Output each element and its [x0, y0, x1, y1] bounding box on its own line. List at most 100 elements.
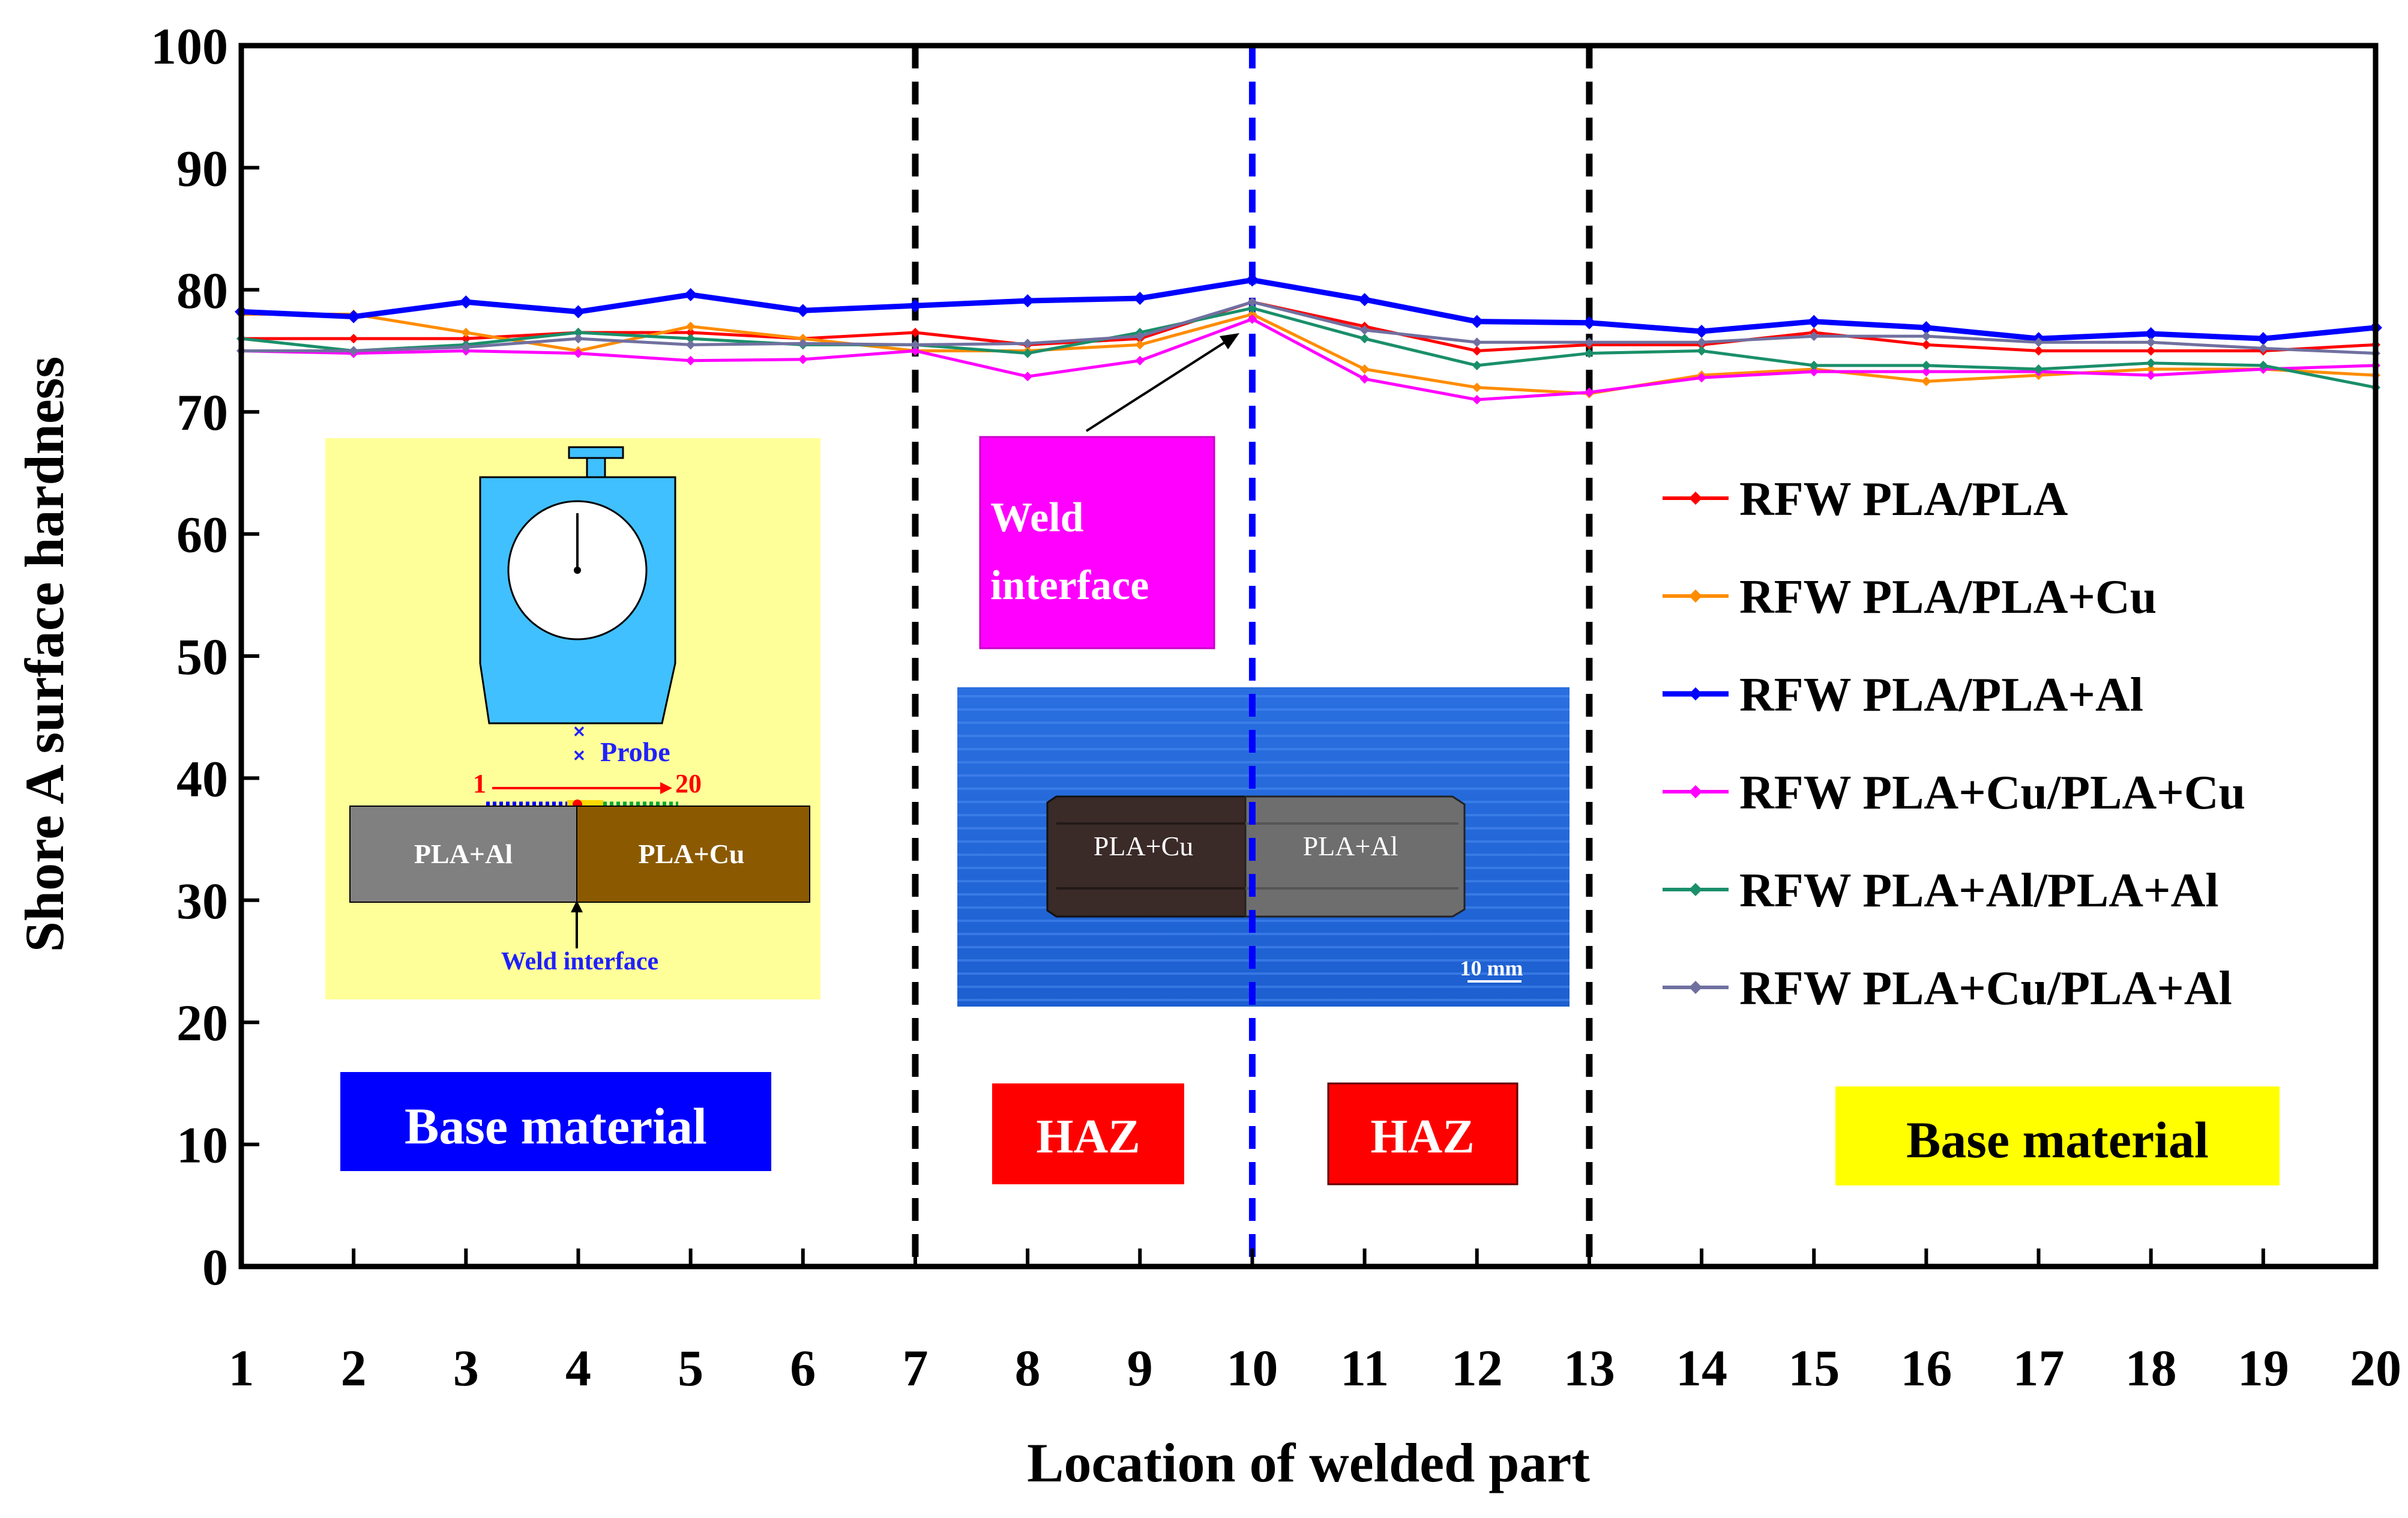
data-point	[1021, 294, 1035, 308]
data-point	[2256, 332, 2270, 346]
x-tick-label: 2	[341, 1339, 367, 1397]
svg-text:HAZ: HAZ	[1036, 1110, 1140, 1163]
data-point	[2146, 364, 2156, 375]
weld-interface-arrow	[1085, 334, 1238, 432]
y-tick-label: 40	[176, 750, 228, 807]
data-point	[1135, 340, 1145, 350]
data-point	[1809, 331, 1819, 342]
photo-scale-label: 10 mm	[1460, 956, 1523, 980]
probe-label: Probe	[600, 736, 670, 767]
data-point	[798, 334, 808, 344]
data-point	[349, 346, 359, 356]
data-point	[1809, 367, 1819, 377]
series-line	[241, 306, 2376, 389]
data-point	[573, 327, 583, 337]
data-point	[1247, 303, 1257, 313]
data-point	[1023, 339, 1033, 349]
data-point	[1584, 337, 1594, 348]
svg-text:Base material: Base material	[1906, 1111, 2209, 1169]
data-point	[1472, 394, 1482, 405]
data-point	[1919, 321, 1933, 334]
legend: RFW PLA/PLA RFW PLA/PLA+Cu RFW PLA/PLA+Al R…	[1663, 473, 2245, 1015]
data-point	[685, 321, 696, 331]
series-4	[236, 314, 2380, 405]
legend-item: RFW PLA/PLA+Al	[1663, 669, 2143, 721]
data-point	[910, 346, 920, 356]
data-point	[1807, 315, 1821, 328]
data-point	[1809, 360, 1819, 370]
x-tick-label: 16	[1900, 1339, 1952, 1397]
series-6	[236, 297, 2380, 358]
data-point	[461, 334, 471, 344]
annotation-haz-left: HAZ	[992, 1083, 1184, 1184]
legend-label: RFW PLA/PLA+Al	[1739, 669, 2143, 721]
series-line	[241, 312, 2376, 396]
point-start-label: 1	[473, 769, 486, 798]
photo-left-material: PLA+Cu	[1094, 831, 1194, 861]
data-point	[2146, 346, 2156, 356]
x-tick-label: 10	[1226, 1339, 1278, 1397]
annotation-base-left: Base material	[340, 1072, 771, 1171]
x-tick-label: 19	[2238, 1339, 2289, 1397]
schematic-left-material: PLA+Al	[414, 839, 513, 869]
data-point	[1358, 293, 1371, 307]
data-point	[684, 288, 697, 301]
y-tick-label: 90	[176, 139, 228, 197]
data-point	[459, 295, 473, 309]
data-point	[1023, 372, 1033, 382]
data-point	[1695, 324, 1709, 338]
data-point	[1472, 382, 1482, 393]
svg-text:interface: interface	[990, 562, 1149, 609]
data-point	[798, 339, 808, 349]
data-point	[1247, 314, 1257, 324]
x-tick-label: 15	[1788, 1339, 1840, 1397]
data-point	[1584, 387, 1594, 397]
svg-text:Weld: Weld	[990, 495, 1084, 541]
y-tick-label: 70	[176, 384, 228, 441]
data-point	[2033, 364, 2044, 375]
inset-schematic: ✕ ✕ Probe 1 20 PLA+Al PLA+Cu Weld interf…	[325, 438, 820, 999]
series-line	[241, 318, 2376, 402]
data-point	[1247, 309, 1257, 319]
x-tick-label: 17	[2013, 1339, 2065, 1397]
data-point	[1023, 348, 1033, 358]
legend-item: RFW PLA/PLA	[1663, 473, 2068, 526]
series-line	[241, 300, 2376, 355]
x-tick-label: 3	[453, 1339, 479, 1397]
x-tick-label: 1	[229, 1339, 254, 1397]
data-point	[573, 334, 583, 344]
data-point	[1921, 367, 1931, 377]
legend-label: RFW PLA+Cu/PLA+Al	[1739, 962, 2232, 1015]
y-tick-label: 100	[151, 17, 228, 75]
legend-label: RFW PLA/PLA	[1739, 473, 2068, 526]
data-point	[798, 354, 808, 364]
plot-frame	[238, 43, 2379, 1270]
legend-item: RFW PLA+Cu/PLA+Al	[1663, 962, 2232, 1015]
data-point	[1582, 316, 1596, 330]
data-point	[685, 334, 696, 344]
annotation-base-right: Base material	[1835, 1086, 2280, 1185]
data-point	[910, 327, 920, 337]
x-tick-label: 5	[678, 1339, 703, 1397]
data-point	[908, 299, 922, 313]
data-point	[1359, 374, 1370, 384]
data-point	[1697, 346, 1707, 356]
data-point	[1470, 315, 1484, 328]
data-point	[796, 304, 810, 318]
data-point	[573, 348, 583, 358]
y-tick-label: 50	[176, 628, 228, 685]
data-point	[685, 355, 696, 366]
photo-sample-right	[1244, 795, 1466, 918]
data-point	[461, 342, 471, 352]
x-tick-label: 9	[1127, 1339, 1153, 1397]
data-point	[1245, 273, 1259, 287]
data-point	[1472, 337, 1482, 348]
y-tick-label: 0	[202, 1238, 228, 1296]
data-point	[349, 334, 359, 344]
data-point	[1133, 292, 1147, 306]
x-tick-label: 14	[1676, 1339, 1727, 1397]
svg-text:✕: ✕	[573, 747, 586, 765]
series-line	[241, 277, 2376, 342]
data-point	[1584, 348, 1594, 358]
data-point	[1359, 325, 1370, 335]
